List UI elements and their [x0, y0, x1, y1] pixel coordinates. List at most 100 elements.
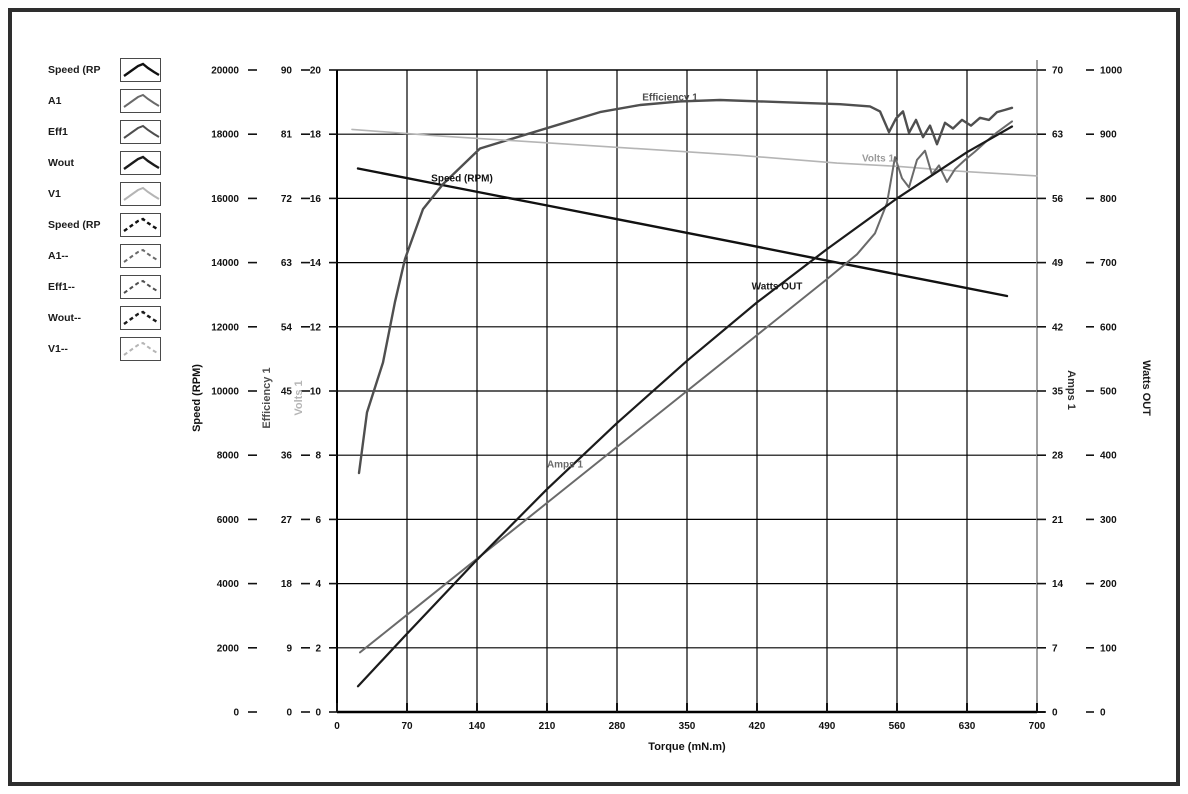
svg-text:10: 10 — [310, 387, 322, 398]
legend-line-sample-icon — [120, 120, 161, 144]
svg-text:9: 9 — [286, 643, 292, 654]
legend-line-sample-icon — [120, 244, 161, 268]
legend-line-sample-icon — [120, 275, 161, 299]
legend-item[interactable]: V1 — [48, 182, 161, 206]
svg-text:14000: 14000 — [211, 258, 239, 269]
svg-text:63: 63 — [281, 258, 293, 269]
svg-text:70: 70 — [401, 721, 413, 732]
axis-efficiency: 0 9 18 27 36 45 54 63 72 81 90 — [281, 66, 310, 719]
svg-text:27: 27 — [281, 515, 293, 526]
legend-line-sample-icon — [120, 58, 161, 82]
svg-text:20: 20 — [310, 66, 322, 77]
svg-text:12: 12 — [310, 322, 322, 333]
svg-text:2: 2 — [315, 643, 321, 654]
svg-text:0: 0 — [334, 721, 340, 732]
svg-text:0: 0 — [315, 708, 321, 719]
legend-item[interactable]: Speed (RP — [48, 213, 161, 237]
axis-x: 0 70 140 210 280 350 420 490 560 630 700 — [334, 703, 1046, 732]
legend-line-sample-icon — [120, 306, 161, 330]
legend-item-label: V1-- — [48, 343, 68, 355]
legend-item[interactable]: V1-- — [48, 337, 161, 361]
svg-text:420: 420 — [749, 721, 766, 732]
legend-item[interactable]: Speed (RP — [48, 58, 161, 82]
legend-item[interactable]: A1-- — [48, 244, 161, 268]
legend-item-label: Speed (RP — [48, 64, 101, 76]
svg-text:100: 100 — [1100, 643, 1117, 654]
svg-text:900: 900 — [1100, 130, 1117, 141]
svg-text:70: 70 — [1052, 66, 1064, 77]
legend-item[interactable]: Wout — [48, 151, 161, 175]
legend-line-sample-icon — [120, 89, 161, 113]
svg-text:16: 16 — [310, 194, 322, 205]
svg-text:54: 54 — [281, 322, 293, 333]
svg-text:14: 14 — [1052, 579, 1064, 590]
svg-text:4: 4 — [315, 579, 321, 590]
svg-text:18000: 18000 — [211, 130, 239, 141]
svg-text:7: 7 — [1052, 643, 1058, 654]
curve-label-amps: Amps 1 — [546, 459, 584, 471]
svg-text:300: 300 — [1100, 515, 1117, 526]
series-speed — [356, 167, 1009, 298]
svg-text:350: 350 — [679, 721, 696, 732]
svg-text:2000: 2000 — [217, 643, 240, 654]
svg-text:8000: 8000 — [217, 451, 240, 462]
legend-item-label: A1-- — [48, 250, 69, 262]
svg-text:560: 560 — [889, 721, 906, 732]
legend-item[interactable]: Eff1 — [48, 120, 161, 144]
svg-text:21: 21 — [1052, 515, 1064, 526]
legend-item[interactable]: Eff1-- — [48, 275, 161, 299]
svg-text:140: 140 — [469, 721, 486, 732]
axis-title-watts: Watts OUT — [1140, 360, 1152, 416]
svg-text:0: 0 — [1100, 708, 1106, 719]
curve-label-watts: Watts OUT — [751, 281, 803, 293]
svg-text:20000: 20000 — [211, 66, 239, 77]
svg-text:210: 210 — [539, 721, 556, 732]
axis-speed: 0 2000 4000 6000 8000 10000 12000 14000 16000 180… — [211, 66, 257, 719]
legend-item-label: Wout-- — [48, 312, 82, 324]
svg-text:6000: 6000 — [217, 515, 240, 526]
svg-text:490: 490 — [819, 721, 836, 732]
svg-text:90: 90 — [281, 66, 293, 77]
svg-text:280: 280 — [609, 721, 626, 732]
legend-item-label: Speed (RP — [48, 219, 101, 231]
legend-item[interactable]: Wout-- — [48, 306, 161, 330]
svg-text:45: 45 — [281, 387, 293, 398]
svg-text:400: 400 — [1100, 451, 1117, 462]
svg-text:600: 600 — [1100, 322, 1117, 333]
legend: Speed (RP A1 Eff1 Wout V1 Speed (RP A1-- Eff1--… — [48, 58, 161, 369]
x-axis-title: Torque (mN.m) — [648, 741, 726, 753]
svg-text:0: 0 — [233, 708, 239, 719]
svg-text:28: 28 — [1052, 451, 1064, 462]
svg-text:700: 700 — [1100, 258, 1117, 269]
curve-label-volts: Volts 1 — [861, 153, 895, 165]
axis-title-speed: Speed (RPM) — [191, 364, 203, 432]
svg-text:4000: 4000 — [217, 579, 240, 590]
svg-text:1000: 1000 — [1100, 66, 1123, 77]
svg-text:16000: 16000 — [211, 194, 239, 205]
legend-line-sample-icon — [120, 213, 161, 237]
series-efficiency — [357, 98, 1014, 475]
series-amps — [359, 120, 1013, 654]
svg-text:700: 700 — [1029, 721, 1046, 732]
svg-text:10000: 10000 — [211, 387, 239, 398]
curve-label-efficiency: Efficiency 1 — [642, 92, 698, 104]
svg-text:18: 18 — [310, 130, 322, 141]
axis-title-amps: Amps 1 — [1065, 370, 1077, 410]
legend-line-sample-icon — [120, 151, 161, 175]
legend-item[interactable]: A1 — [48, 89, 161, 113]
outer-frame — [8, 8, 1180, 786]
axis-amps: 0 7 14 21 28 35 42 49 56 63 70 — [1037, 66, 1064, 719]
svg-text:14: 14 — [310, 258, 322, 269]
legend-line-sample-icon — [120, 182, 161, 206]
svg-text:36: 36 — [281, 451, 293, 462]
series-watts — [356, 125, 1014, 688]
legend-item-label: V1 — [48, 188, 61, 200]
svg-text:0: 0 — [286, 708, 292, 719]
svg-text:49: 49 — [1052, 258, 1064, 269]
svg-text:800: 800 — [1100, 194, 1117, 205]
gridlines — [336, 60, 1038, 714]
svg-text:42: 42 — [1052, 322, 1064, 333]
svg-text:8: 8 — [315, 451, 321, 462]
